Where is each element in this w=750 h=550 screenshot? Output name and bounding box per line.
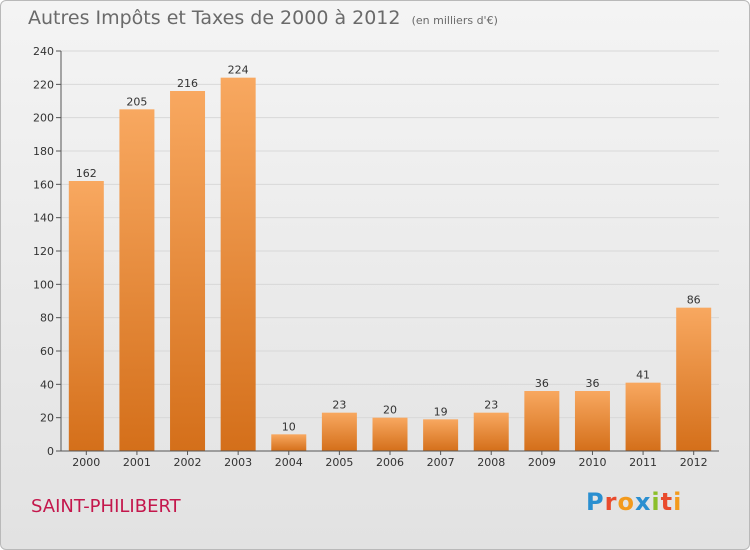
x-tick-label: 2004 [275, 456, 303, 469]
title-unit: (en milliers d'€) [411, 14, 498, 27]
proxiti-logo: Proxiti [586, 488, 682, 516]
data-label: 10 [282, 420, 296, 433]
logo-letter: i [651, 488, 661, 516]
bar [271, 434, 307, 451]
logo-letter: P [586, 488, 605, 516]
x-tick-label: 2006 [376, 456, 404, 469]
x-tick-label: 2000 [72, 456, 100, 469]
bar [625, 382, 661, 451]
y-tick-label: 240 [33, 45, 54, 58]
bar [68, 181, 104, 451]
bar [423, 419, 459, 451]
bar [372, 417, 408, 451]
data-label: 20 [383, 404, 397, 417]
bar [524, 391, 560, 451]
data-label: 23 [484, 399, 498, 412]
logo-letter: r [604, 488, 618, 516]
x-tick-label: 2005 [325, 456, 353, 469]
y-tick-label: 80 [40, 312, 54, 325]
chart-title: Autres Impôts et Taxes de 2000 à 2012 (e… [28, 7, 498, 29]
logo-letter: x [634, 488, 652, 516]
data-label: 36 [585, 377, 599, 390]
y-tick-label: 40 [40, 378, 54, 391]
bar [170, 91, 206, 451]
data-label: 216 [177, 77, 198, 90]
data-label: 205 [126, 95, 147, 108]
logo-letter: t [660, 488, 674, 516]
y-tick-label: 100 [33, 278, 54, 291]
y-tick-label: 120 [33, 245, 54, 258]
x-tick-label: 2001 [123, 456, 151, 469]
y-tick-label: 160 [33, 178, 54, 191]
y-tick-label: 60 [40, 345, 54, 358]
logo-letter: i [673, 488, 683, 516]
logo-letter: o [617, 488, 635, 516]
y-tick-label: 220 [33, 78, 54, 91]
x-tick-label: 2008 [477, 456, 505, 469]
y-tick-label: 20 [40, 412, 54, 425]
data-label: 86 [687, 294, 701, 307]
bar [473, 412, 509, 451]
bars: 162 205 216 224 10 23 20 19 23 36 36 41 86 [68, 64, 712, 452]
bar [220, 77, 256, 452]
x-tick-label: 2011 [629, 456, 657, 469]
x-tick-label: 2007 [427, 456, 455, 469]
bar [119, 109, 155, 451]
x-tick-label: 2003 [224, 456, 252, 469]
x-tick-label: 2009 [528, 456, 556, 469]
data-label: 162 [76, 167, 97, 180]
bar [321, 412, 357, 451]
data-label: 23 [332, 399, 346, 412]
commune-name: SAINT-PHILIBERT [31, 496, 181, 517]
y-tick-label: 200 [33, 112, 54, 125]
bar [574, 391, 610, 451]
data-label: 41 [636, 369, 650, 382]
data-label: 19 [434, 405, 448, 418]
y-tick-label: 140 [33, 212, 54, 225]
bar [676, 307, 712, 451]
x-tick-label: 2010 [578, 456, 606, 469]
title-main: Autres Impôts et Taxes de 2000 à 2012 [28, 7, 401, 29]
data-label: 224 [228, 64, 249, 77]
grid-lines [61, 50, 719, 419]
y-tick-label: 180 [33, 145, 54, 158]
data-label: 36 [535, 377, 549, 390]
y-tick-label: 0 [47, 445, 54, 458]
x-tick-label: 2002 [174, 456, 202, 469]
x-tick-label: 2012 [680, 456, 708, 469]
